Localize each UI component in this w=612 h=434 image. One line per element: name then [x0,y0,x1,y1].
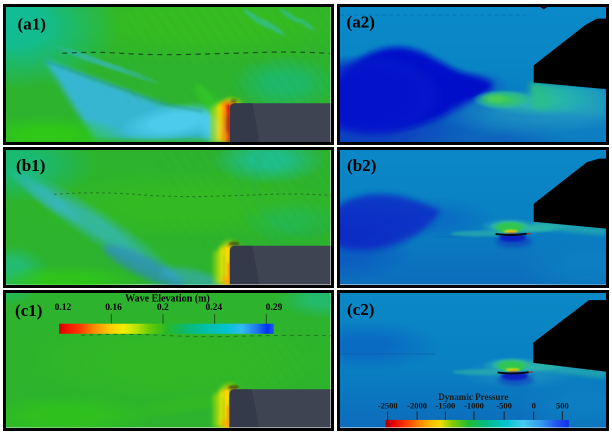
svg-text:-500: -500 [496,400,512,410]
svg-text:-1500: -1500 [435,400,455,410]
svg-text:(b2): (b2) [347,156,376,175]
svg-text:(c2): (c2) [347,300,374,319]
svg-text:0.2: 0.2 [157,302,169,313]
svg-text:Wave Elevation (m): Wave Elevation (m) [125,294,210,305]
svg-text:0: 0 [531,400,535,410]
svg-text:-2500: -2500 [377,400,397,410]
svg-text:(c1): (c1) [15,301,42,320]
svg-text:0.12: 0.12 [55,302,72,313]
svg-text:0.29: 0.29 [266,302,283,313]
svg-text:-1000: -1000 [464,400,484,410]
svg-text:(a2): (a2) [346,12,374,31]
svg-text:0.16: 0.16 [105,302,122,313]
svg-text:Dynamic Pressure: Dynamic Pressure [438,392,508,402]
svg-text:0.24: 0.24 [205,302,222,313]
svg-text:-2000: -2000 [407,400,427,410]
svg-text:(b1): (b1) [16,156,45,175]
svg-text:500: 500 [555,400,568,410]
svg-text:(a1): (a1) [18,14,46,33]
